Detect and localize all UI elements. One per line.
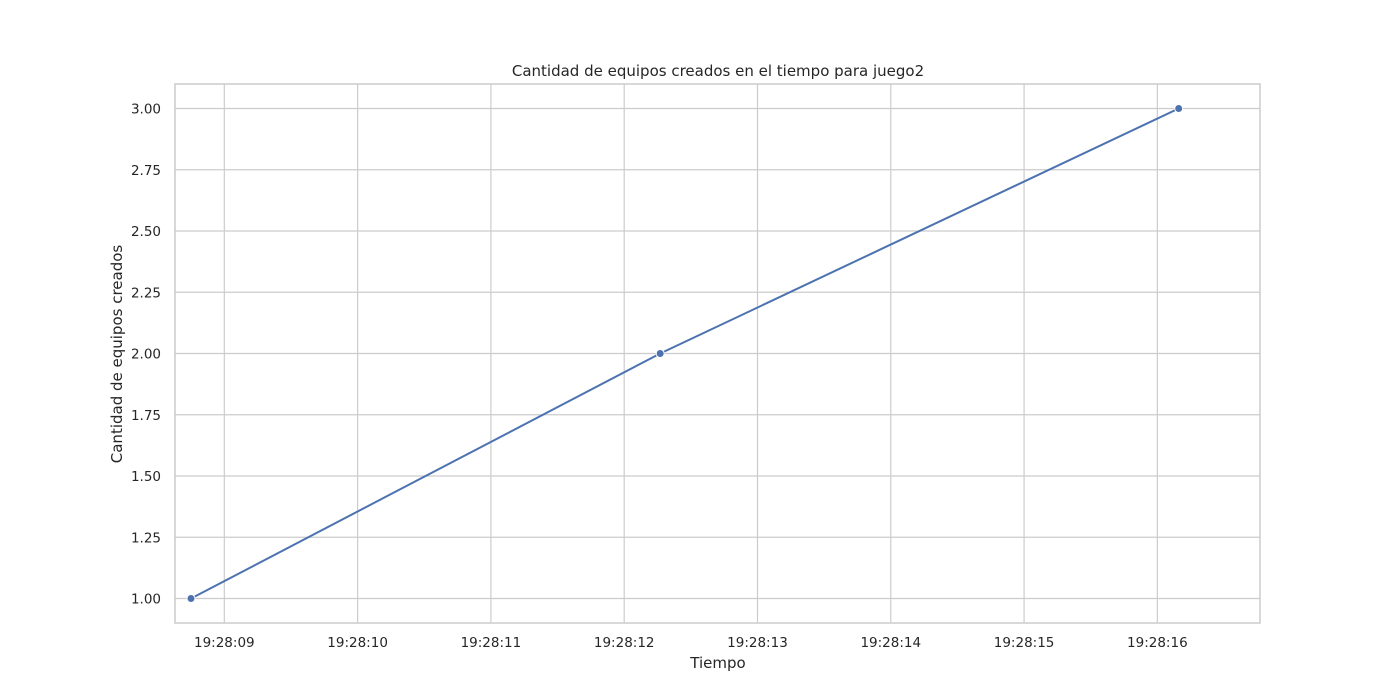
- grid-layer: [175, 84, 1260, 623]
- data-point: [655, 349, 665, 358]
- x-tick-label: 19:28:11: [461, 635, 522, 651]
- x-axis-label: Tiempo: [689, 654, 745, 672]
- chart-title: Cantidad de equipos creados en el tiempo…: [512, 62, 924, 80]
- y-tick-label: 3.00: [131, 102, 161, 118]
- x-tick-label: 19:28:12: [594, 635, 655, 651]
- y-tick-label: 2.25: [131, 285, 161, 301]
- data-point: [1174, 104, 1184, 113]
- x-tick-label: 19:28:09: [194, 635, 255, 651]
- y-tick-label: 2.00: [131, 347, 161, 363]
- y-tick-label: 2.75: [131, 163, 161, 179]
- data-point: [186, 594, 196, 603]
- x-tick-label: 19:28:13: [727, 635, 788, 651]
- y-tick-label: 1.25: [131, 530, 161, 546]
- tick-labels: 19:28:09 19:28:10 19:28:11 19:28:12 19:28:13…: [131, 102, 1188, 652]
- x-tick-label: 19:28:14: [860, 635, 921, 651]
- plot-frame: [174, 83, 1261, 624]
- y-tick-label: 1.50: [131, 469, 161, 485]
- x-tick-label: 19:28:10: [327, 635, 388, 651]
- x-tick-label: 19:28:15: [994, 635, 1055, 651]
- series-layer: [186, 104, 1184, 603]
- y-axis-label: Cantidad de equipos creados: [108, 245, 126, 464]
- y-tick-label: 1.75: [131, 408, 161, 424]
- y-tick-label: 1.00: [131, 592, 161, 608]
- x-tick-label: 19:28:16: [1127, 635, 1188, 651]
- y-tick-label: 2.50: [131, 224, 161, 240]
